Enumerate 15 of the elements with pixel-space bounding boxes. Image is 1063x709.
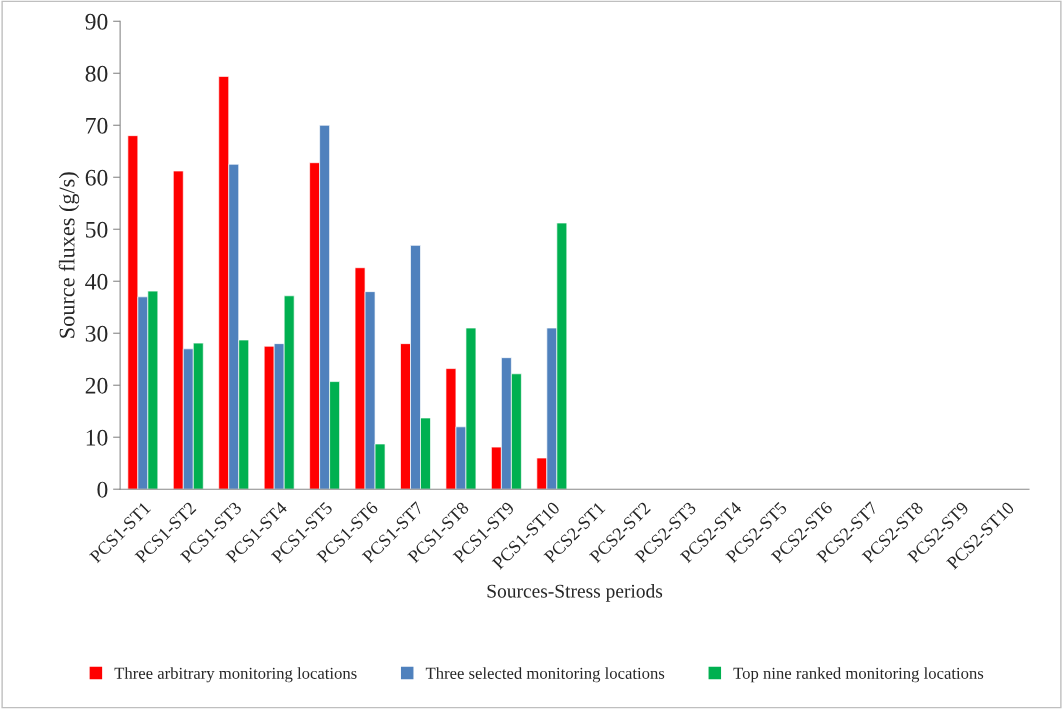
legend-label: Three arbitrary monitoring locations [114,667,357,683]
y-tick-label: 20 [85,377,108,394]
y-axis-title: Source fluxes (g/s) [58,172,80,338]
legend-label: Top nine ranked monitoring locations [733,667,984,683]
legend-label: Three selected monitoring locations [425,667,665,683]
y-tick-label: 70 [86,117,108,134]
y-tick-label: 80 [85,65,108,82]
x-axis-title: Sources-Stress periods [487,584,663,602]
y-tick-label: 50 [86,221,108,238]
y-tick-label: 90 [85,13,108,30]
y-tick-label: 10 [86,429,108,446]
y-tick-label: 30 [85,325,108,342]
y-tick-label: 0 [97,481,108,498]
y-tick-label: 40 [85,273,108,290]
y-tick-label: 60 [85,169,108,186]
